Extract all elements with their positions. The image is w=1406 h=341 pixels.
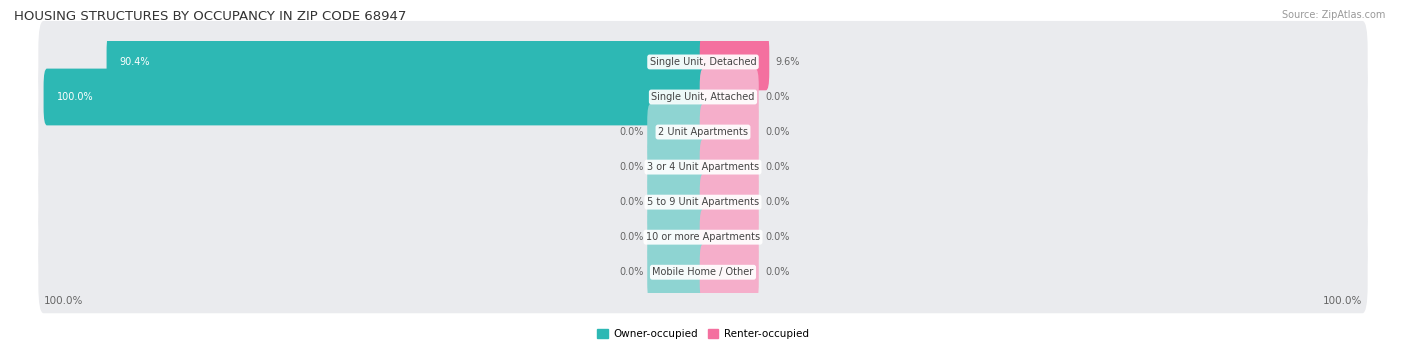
FancyBboxPatch shape xyxy=(647,209,706,266)
Text: 0.0%: 0.0% xyxy=(765,92,790,102)
Text: 0.0%: 0.0% xyxy=(620,267,644,277)
FancyBboxPatch shape xyxy=(38,196,1368,278)
Text: Single Unit, Attached: Single Unit, Attached xyxy=(651,92,755,102)
FancyBboxPatch shape xyxy=(38,161,1368,243)
Text: 9.6%: 9.6% xyxy=(776,57,800,67)
Text: 100.0%: 100.0% xyxy=(1323,296,1362,306)
FancyBboxPatch shape xyxy=(38,231,1368,313)
Text: 0.0%: 0.0% xyxy=(765,267,790,277)
Text: 0.0%: 0.0% xyxy=(765,162,790,172)
Text: 0.0%: 0.0% xyxy=(765,197,790,207)
FancyBboxPatch shape xyxy=(700,104,759,160)
FancyBboxPatch shape xyxy=(700,244,759,301)
FancyBboxPatch shape xyxy=(647,174,706,231)
Legend: Owner-occupied, Renter-occupied: Owner-occupied, Renter-occupied xyxy=(593,325,813,341)
Text: 90.4%: 90.4% xyxy=(120,57,150,67)
Text: Source: ZipAtlas.com: Source: ZipAtlas.com xyxy=(1281,10,1385,20)
Text: 2 Unit Apartments: 2 Unit Apartments xyxy=(658,127,748,137)
FancyBboxPatch shape xyxy=(700,69,759,125)
FancyBboxPatch shape xyxy=(647,244,706,301)
Text: 0.0%: 0.0% xyxy=(620,162,644,172)
FancyBboxPatch shape xyxy=(700,209,759,266)
FancyBboxPatch shape xyxy=(107,33,706,90)
FancyBboxPatch shape xyxy=(38,126,1368,208)
FancyBboxPatch shape xyxy=(647,139,706,195)
Text: 10 or more Apartments: 10 or more Apartments xyxy=(645,232,761,242)
Text: 0.0%: 0.0% xyxy=(765,232,790,242)
FancyBboxPatch shape xyxy=(38,21,1368,103)
Text: 0.0%: 0.0% xyxy=(620,127,644,137)
Text: 3 or 4 Unit Apartments: 3 or 4 Unit Apartments xyxy=(647,162,759,172)
Text: 100.0%: 100.0% xyxy=(56,92,93,102)
Text: Mobile Home / Other: Mobile Home / Other xyxy=(652,267,754,277)
FancyBboxPatch shape xyxy=(38,56,1368,138)
FancyBboxPatch shape xyxy=(700,33,769,90)
FancyBboxPatch shape xyxy=(700,139,759,195)
FancyBboxPatch shape xyxy=(38,91,1368,173)
FancyBboxPatch shape xyxy=(647,104,706,160)
FancyBboxPatch shape xyxy=(700,174,759,231)
Text: 5 to 9 Unit Apartments: 5 to 9 Unit Apartments xyxy=(647,197,759,207)
Text: 0.0%: 0.0% xyxy=(620,197,644,207)
Text: HOUSING STRUCTURES BY OCCUPANCY IN ZIP CODE 68947: HOUSING STRUCTURES BY OCCUPANCY IN ZIP C… xyxy=(14,10,406,23)
Text: Single Unit, Detached: Single Unit, Detached xyxy=(650,57,756,67)
Text: 100.0%: 100.0% xyxy=(44,296,83,306)
Text: 0.0%: 0.0% xyxy=(765,127,790,137)
Text: 0.0%: 0.0% xyxy=(620,232,644,242)
FancyBboxPatch shape xyxy=(44,69,706,125)
